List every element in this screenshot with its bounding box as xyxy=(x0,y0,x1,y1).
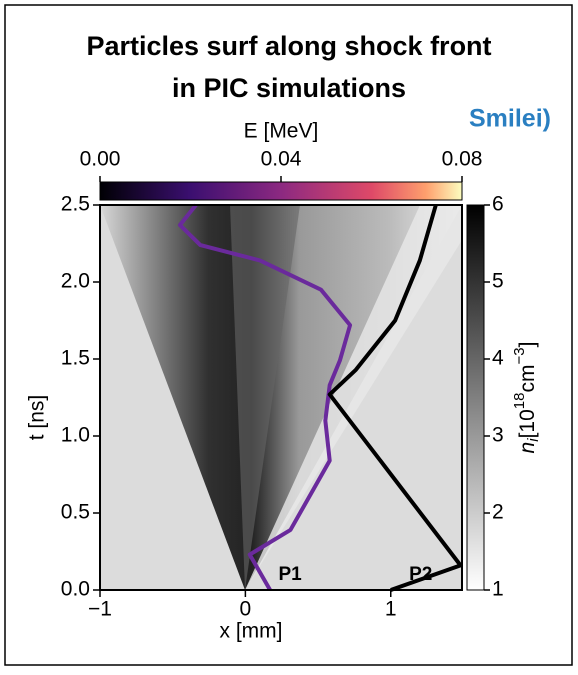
colorbar-tick-label: 4 xyxy=(492,347,504,370)
colorbar-label-part: 18 xyxy=(511,393,528,410)
colorbar-label: ni[1018cm−3] xyxy=(511,342,542,454)
x-axis-label: x [mm] xyxy=(220,620,283,643)
density-map xyxy=(100,205,462,590)
colorbar-tick-label: 6 xyxy=(492,193,504,216)
colorbar-label-part: i xyxy=(525,438,542,442)
y-tick-label: 0.0 xyxy=(61,578,90,601)
colorbar-tick-label: 0.08 xyxy=(442,148,483,171)
chart-title: Particles surf along shock front xyxy=(86,31,491,61)
colorbar-tick-label: 3 xyxy=(492,424,504,447)
colorbar xyxy=(99,181,463,201)
colorbar-tick-label: 1 xyxy=(492,578,504,601)
colorbar-tick-label: 2 xyxy=(492,501,504,524)
plot-frame xyxy=(99,204,463,591)
chart-title: in PIC simulations xyxy=(172,73,406,103)
colorbar-label-part: −3 xyxy=(511,347,528,364)
y-tick-label: 2.5 xyxy=(61,193,90,216)
colorbar-label-part: ] xyxy=(516,342,539,348)
y-tick-label: 1.0 xyxy=(61,424,90,447)
colorbar-tick-label: 5 xyxy=(492,270,504,293)
trajectory xyxy=(177,203,353,591)
frame xyxy=(4,4,573,666)
colorbar-label-part: cm xyxy=(516,365,539,393)
colorbar-label-part: n xyxy=(516,442,539,454)
y-tick-label: 0.5 xyxy=(61,501,90,524)
y-axis-label: t [ns] xyxy=(26,395,49,441)
colorbar xyxy=(466,204,485,591)
logo: Smilei) xyxy=(469,105,551,133)
x-tick-label: 1 xyxy=(385,598,397,621)
colorbar-label: E [MeV] xyxy=(244,120,319,143)
colorbar-label-part: [10 xyxy=(516,409,539,438)
x-tick-label: 0 xyxy=(240,598,252,621)
series-label: P1 xyxy=(278,564,302,585)
colorbar-tick-label: 0.00 xyxy=(80,148,121,171)
x-tick-label: −1 xyxy=(88,598,112,621)
y-tick-label: 2.0 xyxy=(61,270,90,293)
series-label: P2 xyxy=(409,564,432,585)
y-tick-label: 1.5 xyxy=(61,347,90,370)
colorbar-tick-label: 0.04 xyxy=(261,148,302,171)
trajectory xyxy=(327,204,463,592)
